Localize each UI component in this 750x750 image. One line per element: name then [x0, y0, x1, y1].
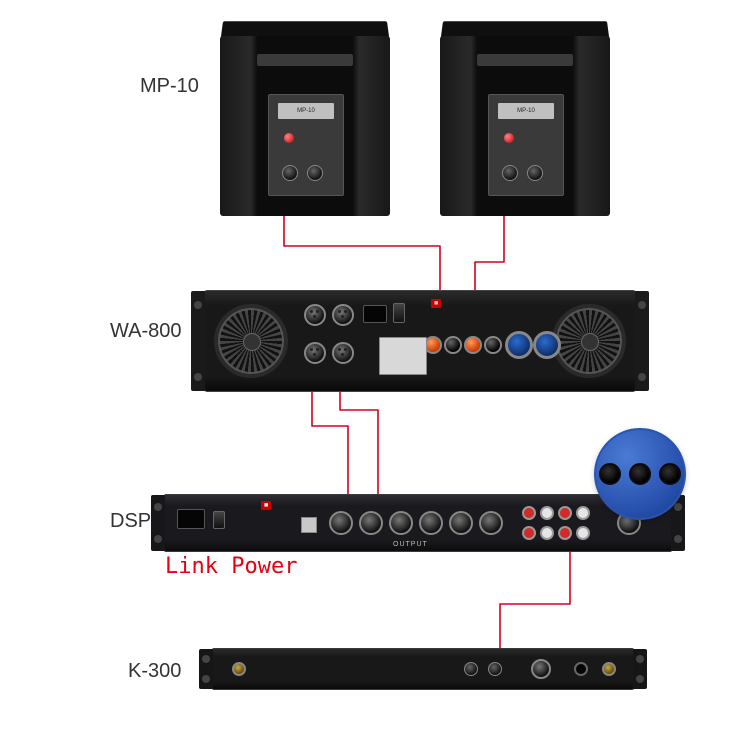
label-k300: K-300	[128, 660, 181, 683]
dsp-output-label: OUTPUT	[393, 541, 428, 548]
rack-ear-left-icon	[151, 495, 165, 551]
k300-jack-icon	[464, 662, 478, 676]
speaker-right: MP-10	[440, 18, 610, 218]
speaker-grille	[477, 54, 572, 66]
speaker-jack-2	[307, 165, 323, 181]
dsp-xlr-out-icon	[479, 511, 503, 535]
k300-xlr-icon	[531, 659, 551, 679]
dsp-iec-icon	[177, 509, 205, 529]
amp-speakon-icon	[505, 331, 533, 359]
dsp-rca-icon	[558, 506, 572, 520]
amp-xlr-out-icon	[304, 342, 326, 364]
dsp-xlr-out-icon	[449, 511, 473, 535]
speaker-body: MP-10	[220, 36, 390, 216]
bubble-jack-icon	[659, 463, 681, 485]
label-wa800: WA-800	[110, 320, 182, 343]
dsp-usb-icon	[301, 517, 317, 533]
k300-jack-icon	[488, 662, 502, 676]
dsp-rca-icon	[522, 526, 536, 540]
label-linkpower: Link Power	[165, 554, 297, 579]
amp-iec-icon	[363, 305, 387, 323]
amp-binding-post-icon	[444, 336, 462, 354]
amp-wa800: ■	[204, 290, 636, 392]
k300-receiver	[212, 648, 634, 690]
speaker-body: MP-10	[440, 36, 610, 216]
zoom-bubble	[594, 428, 686, 520]
rack-ear-right-icon	[633, 649, 647, 689]
amp-binding-post-icon	[484, 336, 502, 354]
dsp-brand-badge: ■	[261, 501, 271, 510]
dsp-xlr-out-icon	[329, 511, 353, 535]
dsp-xlr-out-icon	[359, 511, 383, 535]
stage: MP-10 WA-800 DSP-X5 Link Power K-300 MP-…	[0, 0, 750, 750]
dsp-rca-icon	[576, 526, 590, 540]
amp-binding-post-icon	[464, 336, 482, 354]
amp-brand-badge: ■	[431, 299, 441, 308]
amp-fan-icon	[214, 304, 288, 378]
amp-xlr-in-icon	[332, 304, 354, 326]
speaker-grille	[257, 54, 352, 66]
amp-power-switch-icon	[393, 303, 405, 323]
speaker-rear-panel: MP-10	[268, 94, 345, 196]
k300-antenna-icon	[602, 662, 616, 676]
dsp-rca-icon	[540, 526, 554, 540]
dsp-power-switch-icon	[213, 511, 225, 529]
speaker-led-icon	[284, 133, 294, 143]
dsp-rca-icon	[576, 506, 590, 520]
wire-dsp-rca-to-k300	[500, 540, 570, 652]
dsp-x5: ■ OUTPUT	[164, 494, 672, 552]
amp-sticker-icon	[379, 337, 427, 375]
label-mp10: MP-10	[140, 75, 199, 98]
speaker-rear-panel: MP-10	[488, 94, 565, 196]
speaker-left: MP-10	[220, 18, 390, 218]
dsp-xlr-out-icon	[419, 511, 443, 535]
amp-fan-icon	[552, 304, 626, 378]
k300-antenna-icon	[232, 662, 246, 676]
dsp-rca-icon	[540, 506, 554, 520]
speaker-jack-1	[282, 165, 298, 181]
amp-xlr-out-icon	[332, 342, 354, 364]
k300-dc-icon	[574, 662, 588, 676]
rack-ear-left-icon	[199, 649, 213, 689]
speaker-led-icon	[504, 133, 514, 143]
speaker-model-plate: MP-10	[498, 103, 555, 119]
speaker-jack-2	[527, 165, 543, 181]
rack-ear-left-icon	[191, 291, 205, 391]
speaker-model-plate: MP-10	[278, 103, 335, 119]
bubble-jack-icon	[599, 463, 621, 485]
bubble-jack-icon	[629, 463, 651, 485]
dsp-rca-icon	[558, 526, 572, 540]
amp-speakon-icon	[533, 331, 561, 359]
dsp-xlr-out-icon	[389, 511, 413, 535]
amp-xlr-in-icon	[304, 304, 326, 326]
rack-ear-right-icon	[635, 291, 649, 391]
speaker-jack-1	[502, 165, 518, 181]
dsp-rca-icon	[522, 506, 536, 520]
